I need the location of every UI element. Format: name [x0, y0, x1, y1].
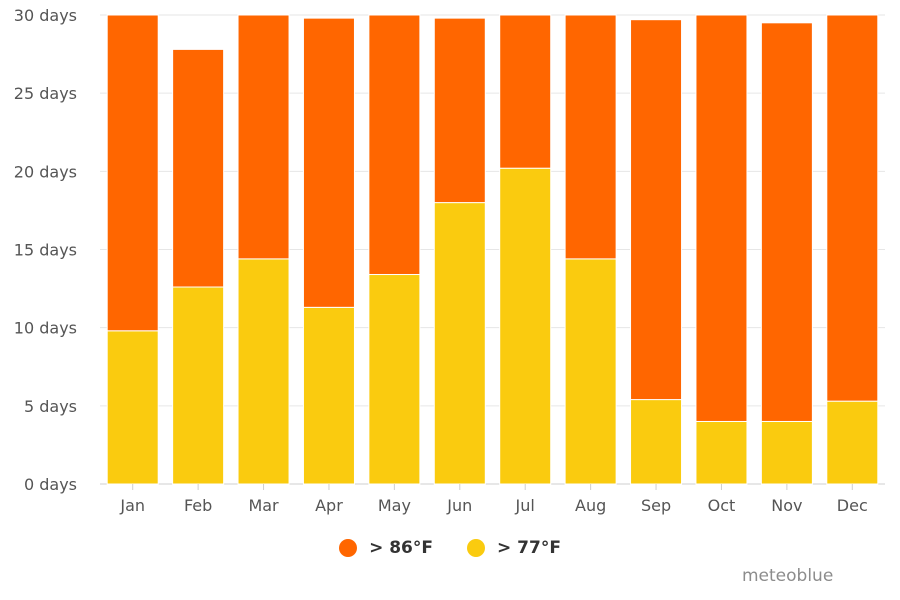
bar-jul-above-86f[interactable] — [499, 14, 552, 169]
legend-item-above-86f[interactable]: > 86°F — [339, 538, 433, 558]
x-tick-label: Oct — [708, 496, 736, 515]
x-axis-labels: Jan Feb Mar Apr May Jun Jul Aug Sep Oct Nov Dec — [119, 484, 868, 515]
x-tick-label: Dec — [837, 496, 868, 515]
legend: > 86°F > 77°F — [0, 538, 900, 558]
bar-aug-above-77f[interactable] — [564, 258, 617, 485]
bar-mar-above-86f[interactable] — [237, 14, 290, 260]
bar-jul-above-77f[interactable] — [499, 167, 552, 485]
y-tick-label: 30 days — [14, 6, 77, 25]
y-tick-label: 15 days — [14, 241, 77, 260]
bar-jun-above-77f[interactable] — [433, 202, 486, 485]
bar-may-above-77f[interactable] — [368, 274, 421, 485]
y-tick-label: 0 days — [24, 475, 77, 494]
credit-text: meteoblue — [742, 566, 834, 586]
bar-nov-above-86f[interactable] — [760, 22, 813, 422]
y-axis-labels: 0 days 5 days 10 days 15 days 20 days 25 days… — [14, 6, 77, 494]
bar-mar-above-77f[interactable] — [237, 258, 290, 485]
gridlines — [100, 14, 885, 485]
bars — [106, 14, 879, 485]
x-tick-label: Apr — [315, 496, 343, 515]
bar-sep-above-86f[interactable] — [630, 19, 683, 401]
bar-jan-above-77f[interactable] — [106, 330, 159, 485]
bar-aug-above-86f[interactable] — [564, 14, 617, 260]
bar-dec-above-77f[interactable] — [826, 400, 879, 485]
y-tick-label: 20 days — [14, 162, 77, 181]
x-tick-label: Aug — [575, 496, 606, 515]
x-tick-label: Sep — [641, 496, 671, 515]
y-tick-label: 25 days — [14, 84, 77, 103]
bar-jan-above-86f[interactable] — [106, 14, 159, 332]
bar-dec-above-86f[interactable] — [826, 14, 879, 402]
bar-apr-above-77f[interactable] — [302, 306, 355, 485]
legend-label-above-86f: > 86°F — [369, 538, 433, 558]
x-tick-label: Jul — [515, 496, 535, 515]
bar-nov-above-77f[interactable] — [760, 420, 813, 485]
legend-item-above-77f[interactable]: > 77°F — [467, 538, 561, 558]
legend-marker-above-86f — [339, 539, 358, 557]
legend-label-above-77f: > 77°F — [497, 538, 561, 558]
x-tick-label: Feb — [184, 496, 212, 515]
bar-oct-above-77f[interactable] — [695, 420, 748, 485]
x-tick-label: Jan — [119, 496, 145, 515]
legend-marker-above-77f — [467, 539, 485, 557]
x-tick-label: May — [378, 496, 411, 515]
y-tick-label: 5 days — [24, 397, 77, 416]
x-tick-label: Nov — [771, 496, 802, 515]
bar-may-above-86f[interactable] — [368, 14, 421, 276]
bar-jun-above-86f[interactable] — [433, 17, 486, 204]
bar-oct-above-86f[interactable] — [695, 14, 748, 422]
y-tick-label: 10 days — [14, 319, 77, 338]
x-tick-label: Mar — [248, 496, 279, 515]
bar-feb-above-77f[interactable] — [172, 286, 225, 485]
bar-feb-above-86f[interactable] — [172, 48, 225, 288]
x-tick-label: Jun — [446, 496, 472, 515]
bar-apr-above-86f[interactable] — [302, 17, 355, 308]
bar-sep-above-77f[interactable] — [630, 399, 683, 485]
